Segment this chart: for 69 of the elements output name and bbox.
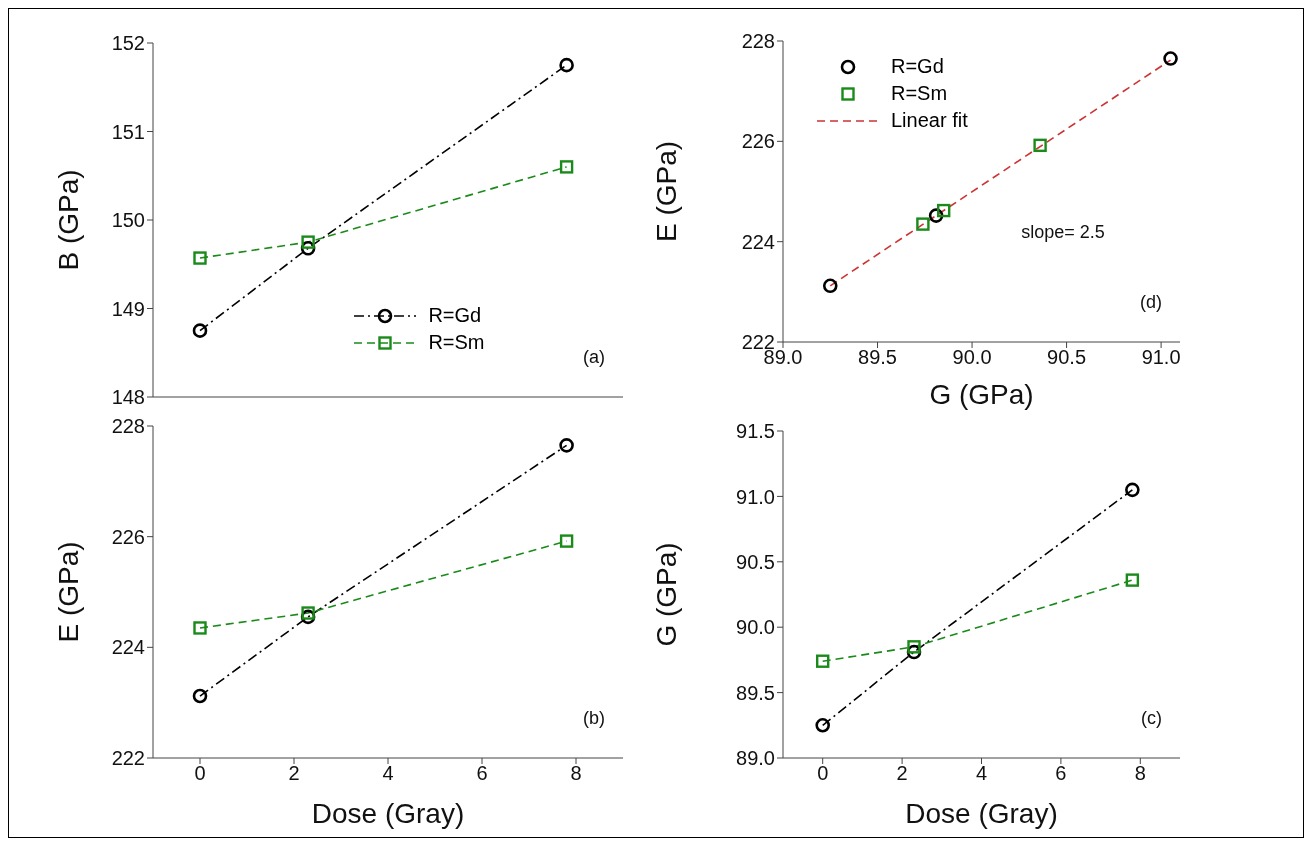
y-tick-label: 149 (111, 297, 145, 320)
annotation: (c) (1141, 708, 1162, 729)
y-tick-label: 224 (741, 230, 775, 253)
point (815, 718, 830, 733)
annotation: slope= 2.5 (1021, 221, 1105, 243)
point (192, 688, 208, 704)
point (907, 640, 921, 654)
x-axis-title: Dose (Gray) (311, 798, 465, 829)
annotation: (b) (583, 708, 605, 729)
point (1125, 573, 1140, 587)
point (559, 57, 574, 73)
legend-label: R=Sm (891, 81, 948, 106)
y-tick-label: 226 (111, 525, 145, 548)
y-tick-label: 89.5 (736, 681, 775, 704)
x-tick-label: 0 (817, 762, 829, 785)
x-tick-label: 6 (1055, 762, 1067, 785)
y-tick-label: 228 (111, 415, 145, 438)
y-tick-label: 150 (111, 209, 145, 232)
y-tick-label: 91.0 (736, 485, 775, 508)
y-tick-label: 228 (741, 30, 775, 53)
legend-label: R=Gd (891, 54, 944, 79)
x-tick-label: 8 (570, 762, 582, 785)
point (816, 654, 830, 668)
legend-label: Linear fit (891, 108, 968, 133)
y-tick-label: 89.0 (736, 747, 775, 770)
x-axis-title: G (GPa) (929, 379, 1034, 410)
y-axis-title: G (GPa) (650, 542, 682, 647)
point (1125, 482, 1140, 498)
x-tick-label: 8 (1134, 762, 1146, 785)
x-tick-label: 90.0 (952, 346, 992, 369)
point (822, 278, 838, 294)
point (936, 203, 951, 218)
y-tick-label: 151 (111, 120, 145, 143)
y-axis-title: E (GPa) (650, 140, 682, 243)
y-tick-label: 222 (111, 747, 145, 770)
x-axis-title: Dose (Gray) (905, 798, 1058, 829)
annotation: (d) (1140, 292, 1162, 313)
x-tick-label: 91.0 (1141, 346, 1181, 369)
x-tick-label: 6 (476, 762, 488, 785)
y-tick-label: 90.0 (736, 616, 775, 639)
point (559, 160, 574, 174)
point (1033, 138, 1047, 153)
point (1163, 51, 1178, 66)
point (559, 438, 574, 453)
point (192, 323, 208, 338)
x-tick-label: 2 (896, 762, 908, 785)
y-tick-label: 152 (111, 32, 145, 55)
point (559, 534, 574, 548)
x-tick-label: 89.5 (858, 346, 897, 369)
point (301, 235, 315, 249)
y-tick-label: 226 (741, 130, 775, 153)
legend-label: R=Sm (428, 330, 485, 355)
x-tick-label: 4 (382, 762, 394, 785)
annotation: (a) (583, 347, 605, 368)
x-tick-label: 0 (194, 762, 206, 785)
point (193, 621, 207, 635)
y-tick-label: 91.5 (736, 420, 775, 443)
x-tick-label: 2 (288, 762, 300, 785)
y-tick-label: 148 (111, 386, 145, 409)
y-axis-title: B (GPa) (52, 169, 84, 271)
point (193, 251, 207, 265)
x-tick-label: 90.5 (1047, 346, 1087, 369)
point (916, 217, 930, 231)
legend-label: R=Gd (428, 303, 482, 328)
y-axis-title: E (GPa) (52, 541, 84, 643)
y-tick-label: 90.5 (736, 550, 775, 573)
y-tick-label: 224 (111, 636, 145, 659)
point (301, 606, 315, 620)
x-tick-label: 4 (975, 762, 988, 785)
